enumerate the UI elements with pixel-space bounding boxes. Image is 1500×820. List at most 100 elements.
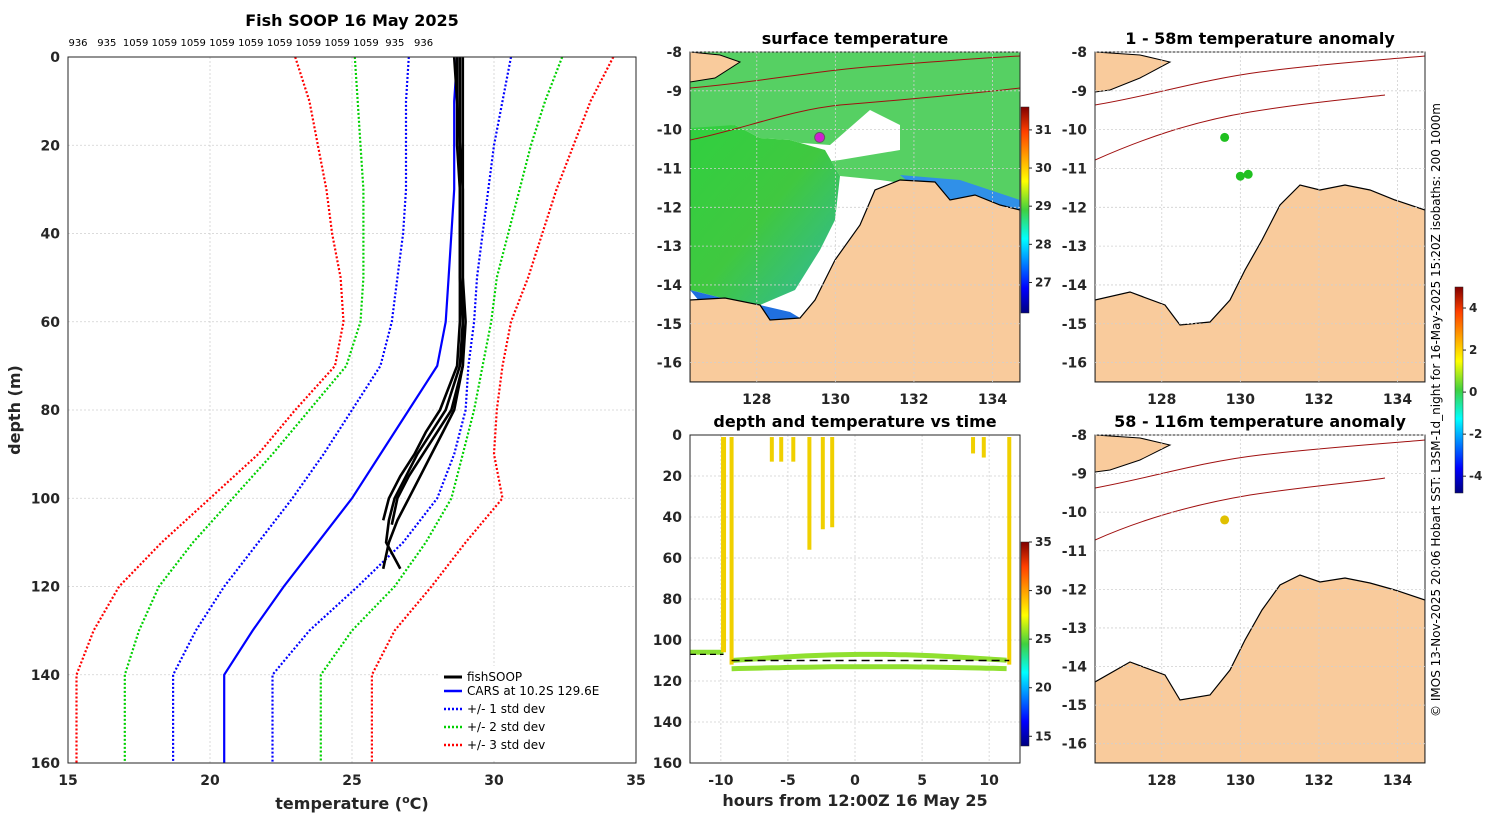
colorbar-tick-label: 27 bbox=[1035, 275, 1052, 289]
anomaly-upper-panel: 1 - 58m temperature anomaly 128 130 132 134… bbox=[1062, 29, 1426, 408]
depth-time-colorbar bbox=[1020, 541, 1030, 747]
map-ytick-label: -9 bbox=[666, 84, 682, 100]
map-ytick-label: -9 bbox=[1071, 467, 1087, 483]
credit-text: © IMOS 13-Nov-2025 20:06 Hobart SST: L3S… bbox=[1429, 103, 1443, 717]
colorbar-tick-label: 31 bbox=[1035, 123, 1052, 137]
profile-xtick-label: 35 bbox=[626, 773, 645, 789]
top-count-label: 935 bbox=[97, 38, 116, 49]
anomaly-upper-ticks: 128 130 132 134 -8 -9 -10 -11 -12 -13 -14 -15 -16 bbox=[1062, 45, 1425, 408]
profile-ticks: 15 20 25 30 35 0 20 40 60 80 100 120 140 160 bbox=[31, 50, 646, 789]
colorbar-tick-label: 28 bbox=[1035, 237, 1052, 251]
map-xtick-label: 128 bbox=[1147, 392, 1176, 408]
map-ytick-label: -15 bbox=[657, 317, 682, 333]
anomaly-upper-title: 1 - 58m temperature anomaly bbox=[1125, 29, 1395, 48]
legend-cars: CARS at 10.2S 129.6E bbox=[467, 684, 599, 698]
profile-ytick-label: 140 bbox=[31, 668, 60, 684]
depth-time-data bbox=[690, 437, 1012, 672]
isobath-1000-sst bbox=[690, 55, 1020, 89]
colorbar-tick-label: 0 bbox=[1469, 385, 1477, 399]
map-ytick-label: -11 bbox=[1062, 161, 1087, 177]
profile-xlabel: temperature (oC) bbox=[275, 793, 428, 814]
profile-ytick-label: 20 bbox=[41, 138, 61, 154]
depth-time-xtick-label: 5 bbox=[917, 773, 927, 789]
legend-fishsoop: fishSOOP bbox=[467, 670, 522, 684]
colorbar-tick-label: 15 bbox=[1035, 729, 1052, 743]
depth-time-xlabel: hours from 12:00Z 16 May 25 bbox=[722, 791, 987, 810]
profile-series bbox=[75, 57, 615, 763]
fishsoop-profile-line bbox=[381, 57, 462, 521]
australia-land-upper bbox=[1095, 184, 1425, 382]
profile-series-line bbox=[75, 57, 345, 763]
legend-1std: +/- 1 std dev bbox=[467, 702, 545, 716]
colorbar-tick-label: 30 bbox=[1035, 584, 1052, 598]
colorbar-tick-label: 25 bbox=[1035, 632, 1052, 646]
profile-ytick-label: 160 bbox=[31, 756, 60, 772]
depth-time-colorbar-ticks: 35 30 25 20 15 bbox=[1029, 535, 1052, 743]
anomaly-colorbar bbox=[1454, 286, 1464, 494]
profile-ytick-label: 80 bbox=[41, 403, 61, 419]
profile-title: Fish SOOP 16 May 2025 bbox=[245, 11, 459, 30]
depth-time-ytick-label: 40 bbox=[663, 510, 683, 526]
colorbar-tick-label: 2 bbox=[1469, 343, 1477, 357]
anomaly-lower-points bbox=[1220, 515, 1230, 525]
profile-ytick-label: 40 bbox=[41, 227, 61, 243]
colorbar-tick-label: 30 bbox=[1035, 161, 1052, 175]
profile-legend: fishSOOP CARS at 10.2S 129.6E +/- 1 std … bbox=[440, 666, 634, 760]
timor-land-sst bbox=[690, 52, 742, 83]
profile-series-line bbox=[271, 57, 513, 763]
depth-time-ytick-label: 20 bbox=[663, 469, 683, 485]
top-count-label: 1059 bbox=[209, 38, 234, 49]
top-count-label: 1059 bbox=[238, 38, 263, 49]
map-ytick-label: -16 bbox=[1062, 737, 1087, 753]
profile-xtick-label: 25 bbox=[342, 773, 361, 789]
depth-time-panel: depth and temperature vs time -10 -5 0 5 100… bbox=[653, 412, 1052, 810]
map-ytick-label: -10 bbox=[657, 123, 683, 139]
top-count-label: 935 bbox=[385, 38, 404, 49]
anomaly-colorbar-ticks: 4 2 0 -2 -4 bbox=[1463, 301, 1482, 483]
top-counts: 936 935 1059 1059 1059 1059 1059 1059 1059 1059 10… bbox=[68, 38, 433, 49]
sst-colorbar bbox=[1020, 106, 1030, 314]
anomaly-lower-title: 58 - 116m temperature anomaly bbox=[1114, 412, 1406, 431]
map-xtick-label: 134 bbox=[1383, 392, 1412, 408]
australia-land-lower bbox=[1095, 574, 1425, 763]
depth-time-frame bbox=[689, 434, 1021, 764]
isobath-1000-lower bbox=[1095, 439, 1425, 489]
map-ytick-label: -14 bbox=[1062, 278, 1088, 294]
map-ytick-label: -12 bbox=[657, 200, 682, 216]
depth-time-xtick-label: -10 bbox=[708, 773, 734, 789]
map-ytick-label: -13 bbox=[1062, 239, 1087, 255]
map-ytick-label: -13 bbox=[1062, 621, 1087, 637]
anomaly-lower-panel: 58 - 116m temperature anomaly 128 130 132 1… bbox=[1062, 412, 1426, 789]
australia-land-sst bbox=[690, 179, 1020, 382]
map-ytick-label: -8 bbox=[1071, 45, 1087, 61]
map-xtick-label: 132 bbox=[1304, 773, 1333, 789]
timor-land-lower bbox=[1095, 435, 1172, 473]
colorbar-tick-label: -4 bbox=[1469, 469, 1482, 483]
map-xtick-label: 134 bbox=[978, 392, 1007, 408]
anomaly-upper-point bbox=[1243, 169, 1253, 179]
depth-time-title: depth and temperature vs time bbox=[713, 412, 996, 431]
colorbar-tick-label: 29 bbox=[1035, 199, 1052, 213]
anomaly-lower-point bbox=[1220, 515, 1230, 525]
top-count-label: 1059 bbox=[324, 38, 349, 49]
map-ytick-label: -16 bbox=[657, 356, 682, 372]
depth-time-track-lower bbox=[731, 664, 1007, 672]
map-ytick-label: -10 bbox=[1062, 505, 1088, 521]
map-ytick-label: -8 bbox=[1071, 428, 1087, 444]
profile-panel: Fish SOOP 16 May 2025 936 935 1059 1059 1059… bbox=[5, 11, 646, 813]
map-ytick-label: -8 bbox=[666, 45, 682, 61]
sst-ticks: 128 130 132 134 -8 -9 -10 -11 -12 -13 -14 -15 -16 bbox=[657, 45, 1020, 408]
anomaly-upper-points bbox=[1220, 132, 1253, 181]
map-ytick-label: -14 bbox=[657, 278, 683, 294]
anomaly-lower-ticks: 128 130 132 134 -8 -9 -10 -11 -12 -13 -14 -15 -16 bbox=[1062, 428, 1425, 789]
fishsoop-profiles bbox=[381, 57, 467, 570]
timor-land-upper bbox=[1095, 52, 1172, 93]
depth-time-ytick-label: 120 bbox=[653, 674, 682, 690]
top-count-label: 1059 bbox=[353, 38, 378, 49]
depth-time-ytick-label: 100 bbox=[653, 633, 682, 649]
sst-colorbar-ticks: 31 30 29 28 27 bbox=[1029, 123, 1052, 289]
profile-ylabel: depth (m) bbox=[5, 365, 24, 455]
top-count-label: 1059 bbox=[180, 38, 205, 49]
map-xtick-label: 128 bbox=[742, 392, 771, 408]
profile-frame bbox=[67, 56, 637, 764]
